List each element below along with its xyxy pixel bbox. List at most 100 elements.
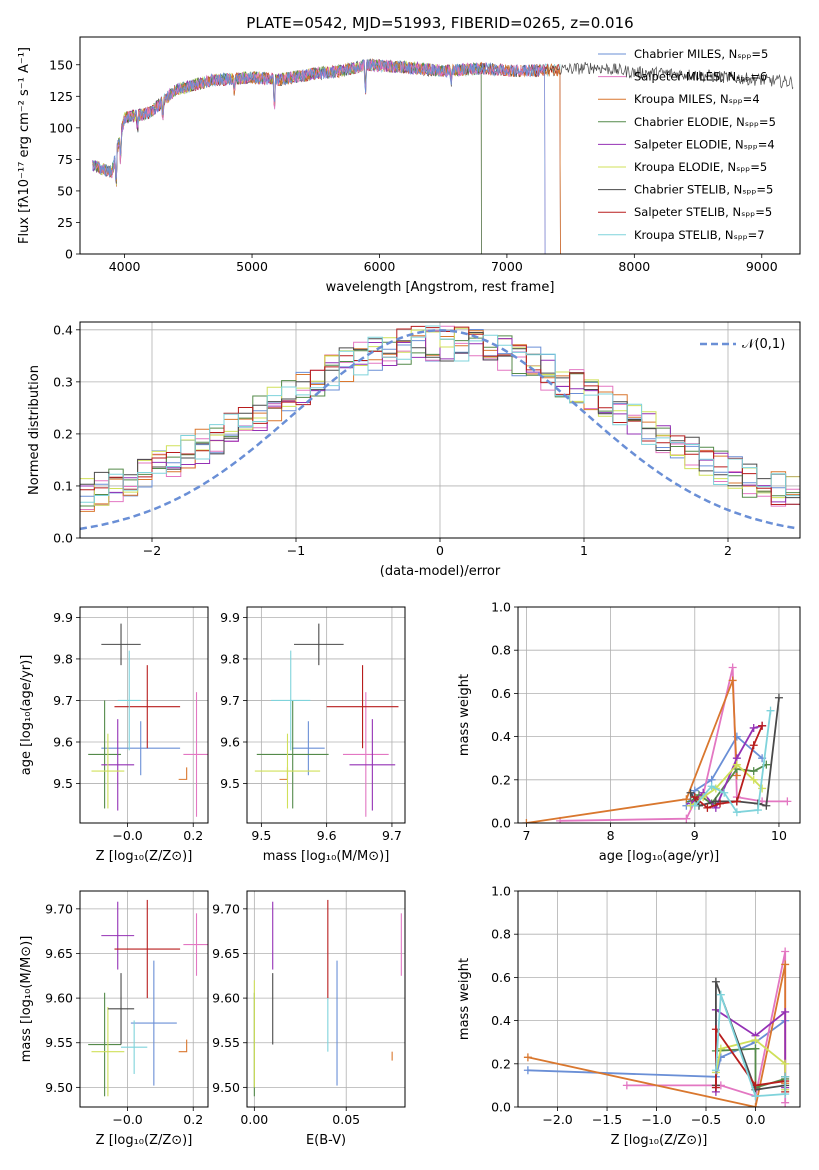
subplot-spectrum: 4000 5000 6000 7000 8000 9000 0 25 50 75 100 125 150…: [17, 36, 801, 295]
errorbar-point: [326, 665, 399, 749]
errorbar-point: [114, 899, 181, 999]
errorbar-point: [91, 733, 125, 809]
y-tick-label: 0.4: [491, 729, 511, 744]
x-tick-label: 9.6: [317, 828, 337, 843]
legend-entry: Salpeter ELODIE, Nₛₚₚ=4: [634, 137, 775, 151]
histogram-kroupa-stelib: [80, 325, 800, 503]
legend-entry: Salpeter STELIB, Nₛₚₚ=5: [634, 205, 772, 219]
point-marker: [703, 803, 712, 812]
errorbar-point: [101, 719, 135, 811]
y-tick-label: 9.8: [53, 651, 73, 666]
y-tick-label: 0.4: [491, 1013, 511, 1028]
y-tick-label: 9.70: [45, 901, 73, 916]
plot-area: [523, 947, 790, 1107]
y-tick-label: 150: [49, 57, 73, 72]
errorbar-point: [114, 665, 181, 749]
point-marker: [751, 1036, 760, 1045]
legend-entry: Salpeter MILES, Nₛₚₚ=6: [634, 70, 767, 84]
plot-area: [88, 899, 208, 1097]
y-tick-label: 9.55: [45, 1035, 73, 1050]
y-tick-label: 9.70: [212, 901, 240, 916]
marker: [178, 767, 188, 780]
x-tick-label: 2: [724, 543, 732, 558]
x-tick-label: 9.7: [382, 828, 402, 843]
subplot-residuals: −2 −1 0 1 2 0.0 0.1 0.2 0.3 0.4 (data-model)/error…: [27, 321, 801, 579]
spectrum-line: [92, 59, 482, 254]
point-marker: [774, 693, 783, 702]
point-marker: [711, 977, 720, 986]
subplot-mass_vs_Z: −0.0 0.2 9.50 9.55 9.60 9.65 9.70 Z [log₁₀(Z/Z⊙…: [19, 890, 209, 1148]
point-marker: [751, 1103, 760, 1107]
spectrum-line: [92, 59, 561, 254]
subplots: 4000 5000 6000 7000 8000 90000255075100125150…: [17, 36, 801, 1148]
spectrum-line: [92, 60, 561, 254]
x-tick-label: 8: [607, 828, 615, 843]
axes-frame: [246, 606, 406, 824]
x-tick-label: 7: [522, 828, 530, 843]
point-marker: [732, 797, 741, 806]
y-tick-label: 9.9: [53, 610, 73, 625]
x-tick-label: −0.0: [112, 1112, 142, 1127]
spectrum-line: [92, 59, 482, 254]
y-tick-label: 9.6: [220, 735, 240, 750]
point-marker: [749, 775, 758, 784]
errorbar-point: [294, 623, 344, 666]
y-axis-label: mass weight: [457, 958, 472, 1040]
y-axis-label: age [log₁₀(age/yr)]: [19, 655, 34, 776]
figure-title: PLATE=0542, MJD=51993, FIBERID=0265, z=0…: [246, 14, 633, 32]
legend-entry: Kroupa STELIB, Nₛₚₚ=7: [634, 228, 765, 242]
point-marker: [781, 1090, 790, 1099]
spectrum-line: [92, 58, 482, 254]
spectrum-line: [92, 58, 561, 254]
x-tick-label: 7000: [491, 259, 523, 274]
legend-entry: Kroupa ELODIE, Nₛₚₚ=5: [634, 160, 767, 174]
point-marker: [716, 799, 725, 808]
errorbar-point: [101, 623, 141, 666]
y-tick-label: 9.5: [53, 776, 73, 791]
y-tick-label: 9.7: [53, 693, 73, 708]
errorbar-point: [117, 650, 141, 751]
y-tick-label: 0.8: [491, 643, 511, 658]
point-marker: [523, 1053, 532, 1062]
axes-frame: [79, 606, 209, 824]
point-marker: [690, 793, 699, 802]
y-tick-label: 0.0: [53, 531, 73, 546]
x-tick-label: 9: [691, 828, 699, 843]
plot-area: [522, 663, 792, 823]
point-marker: [522, 819, 531, 823]
x-axis-label: mass [log₁₀(M/M⊙)]: [263, 849, 390, 864]
errorbar-point: [183, 692, 208, 817]
point-marker: [753, 806, 762, 815]
legend-entry: Chabrier STELIB, Nₛₚₚ=5: [634, 183, 773, 197]
y-tick-label: 9.7: [220, 693, 240, 708]
x-tick-label: −1.0: [641, 1112, 671, 1127]
x-tick-label: −0.5: [691, 1112, 721, 1127]
x-tick-label: 9000: [746, 259, 778, 274]
errorbar-point: [254, 733, 321, 809]
histogram-chabrier-stelib: [80, 332, 800, 499]
point-marker: [781, 947, 790, 956]
subplot-age_vs_mass: 9.5 9.6 9.7 9.5 9.6 9.7 9.8 9.9 mass [log₁₀(M/M⊙…: [220, 606, 406, 864]
errorbar-point: [178, 1039, 188, 1053]
y-tick-label: 75: [57, 152, 73, 167]
y-tick-label: 0.3: [53, 374, 73, 389]
y-tick-label: 0.6: [491, 970, 511, 985]
x-axis-label: age [log₁₀(age/yr)]: [599, 849, 720, 864]
axes-frame: [79, 321, 801, 539]
point-marker: [781, 1072, 790, 1081]
y-tick-label: 0.6: [491, 686, 511, 701]
y-tick-label: 25: [57, 215, 73, 230]
y-tick-label: 0.0: [491, 816, 511, 831]
x-tick-label: 5000: [236, 259, 268, 274]
point-marker: [682, 814, 691, 823]
x-tick-label: 4000: [109, 259, 141, 274]
subplot-mass_weight_vs_age: 7 8 9 10 0.0 0.2 0.4 0.6 0.8 1.0 age [log₁₀(age/yr…: [457, 600, 801, 864]
plot-area: [253, 899, 402, 1097]
legend-entry: Kroupa MILES, Nₛₚₚ=4: [634, 92, 760, 106]
y-tick-label: 1.0: [491, 600, 511, 615]
errorbar-point: [271, 650, 311, 751]
y-axis-label: Normed distribution: [27, 365, 42, 495]
x-tick-label: 10: [771, 828, 787, 843]
point-marker: [749, 723, 758, 732]
point-marker: [758, 784, 767, 793]
